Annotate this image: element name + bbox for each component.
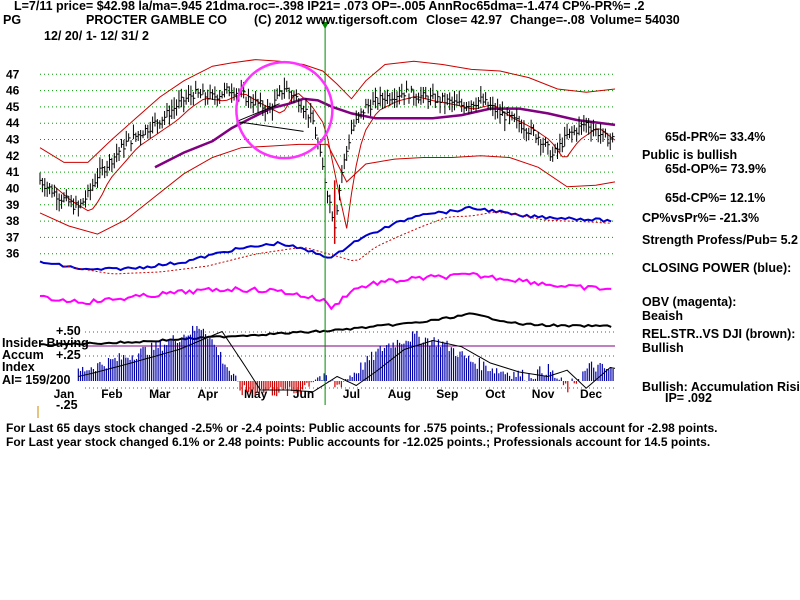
stat-public: Public is bullish	[642, 148, 738, 162]
x-tick-label: Mar	[149, 387, 171, 401]
change-value: Change=-.08	[510, 13, 585, 27]
stat-rel-str-value: Bullish	[642, 341, 684, 355]
label-accum: Accum	[2, 348, 44, 362]
copyright: (C) 2012 www.tigersoft.com	[254, 13, 418, 27]
label-plus50: +.50	[56, 324, 81, 338]
x-tick-label: Sep	[436, 387, 458, 401]
date-range: 12/ 20/ 1- 12/ 31/ 2	[44, 29, 149, 43]
label-minus25: -.25	[56, 398, 78, 412]
label-ai: AI= 159/200	[2, 373, 71, 387]
x-tick-label: Jul	[343, 387, 360, 401]
y-tick-label: 47	[6, 67, 20, 81]
highlight-circle	[235, 60, 334, 160]
y-tick-label: 46	[6, 84, 20, 98]
label-index: Index	[2, 360, 35, 374]
y-tick-label: 44	[6, 116, 20, 130]
x-tick-label: Aug	[388, 387, 411, 401]
y-tick-label: 41	[6, 165, 20, 179]
footer-line1: For Last 65 days stock changed -2.5% or …	[6, 421, 718, 435]
footer-line2: For Last year stock changed 6.1% or 2.48…	[6, 435, 711, 449]
accum-ma-line	[78, 330, 616, 393]
ma65-line	[154, 97, 616, 169]
y-tick-label: 38	[6, 214, 20, 228]
stat-65d-cp: 65d-CP%= 12.1%	[665, 191, 766, 205]
y-tick-label: 45	[6, 100, 20, 114]
ticker-label: PG	[3, 13, 22, 27]
volume-value: Volume= 54030	[590, 13, 680, 27]
marker-arrow	[321, 22, 330, 29]
upper-band-line	[39, 59, 616, 163]
stat-closing-power: CLOSING POWER (blue):	[642, 261, 792, 275]
stat-obv: OBV (magenta):	[642, 295, 737, 309]
x-tick-label: Oct	[485, 387, 505, 401]
stat-accum: Bullish: Accumulation Rising	[642, 380, 800, 394]
x-tick-label: Feb	[101, 387, 122, 401]
pattern-line	[236, 121, 304, 132]
label-insider: Insider Buying	[2, 336, 89, 350]
closing-power-ma	[63, 211, 611, 275]
stat-65d-pr: 65d-PR%= 33.4%	[665, 130, 766, 144]
stat-65d-op: 65d-OP%= 73.9%	[665, 162, 767, 176]
stat-strength: Strength Profess/Pub= 5.2	[642, 233, 798, 247]
stat-obv-value: Beaish	[642, 309, 683, 323]
x-tick-label: Apr	[197, 387, 218, 401]
label-plus25: +.25	[56, 348, 81, 362]
stat-cp-vs-pr: CP%vsPr%= -21.3%	[642, 211, 760, 225]
x-tick-label: Dec	[580, 387, 602, 401]
stat-ip: IP= .092	[665, 391, 712, 405]
x-tick-label: Nov	[532, 387, 555, 401]
header-line1: L=7/11 price= $42.98 la/ma=.945 21dma.ro…	[14, 0, 645, 13]
y-tick-label: 40	[6, 181, 20, 195]
y-tick-label: 39	[6, 198, 20, 212]
close-value: Close= 42.97	[426, 13, 503, 27]
x-tick-label: Jan	[54, 387, 75, 401]
y-tick-label: 42	[6, 149, 20, 163]
stat-rel-str: REL.STR..VS DJI (brown):	[642, 327, 796, 341]
pattern-line	[236, 103, 280, 123]
y-tick-label: 37	[6, 230, 20, 244]
company-name: PROCTER GAMBLE CO	[86, 13, 227, 27]
y-tick-label: 43	[6, 133, 20, 147]
lower-band-line	[39, 143, 616, 235]
y-tick-label: 36	[6, 247, 20, 261]
